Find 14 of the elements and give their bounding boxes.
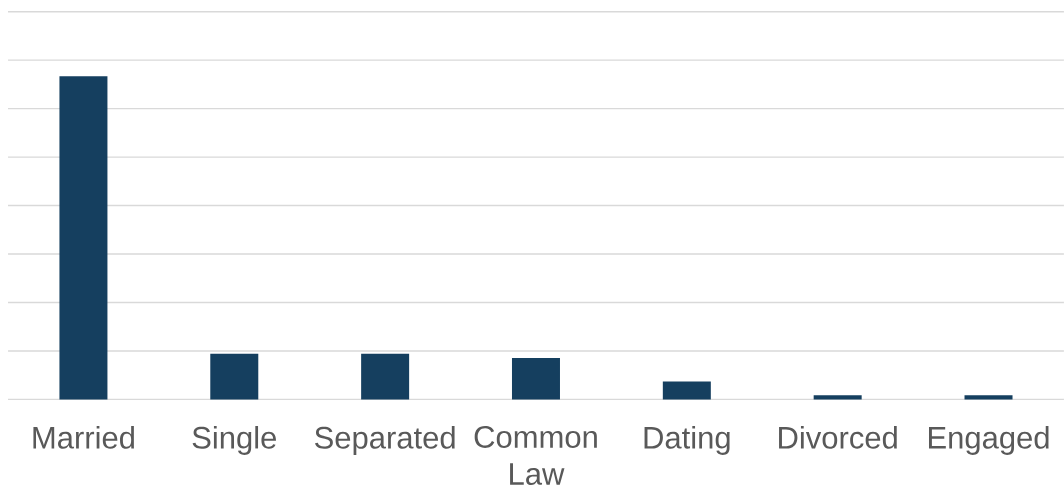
x-tick-label: Common Law	[474, 425, 597, 485]
bar	[813, 395, 862, 400]
x-tick-label: Single	[192, 425, 276, 455]
bar	[210, 353, 259, 400]
x-tick-label: Divorced	[779, 425, 897, 449]
x-tick-label: Dating	[644, 425, 730, 455]
bar	[511, 358, 560, 400]
bar	[59, 76, 108, 400]
bar	[662, 381, 711, 400]
x-tick-label: Separated	[315, 425, 455, 455]
bar	[964, 395, 1013, 400]
x-tick-label: Engaged	[929, 425, 1049, 455]
x-tick-label: Married	[33, 425, 134, 449]
bar	[361, 353, 410, 400]
